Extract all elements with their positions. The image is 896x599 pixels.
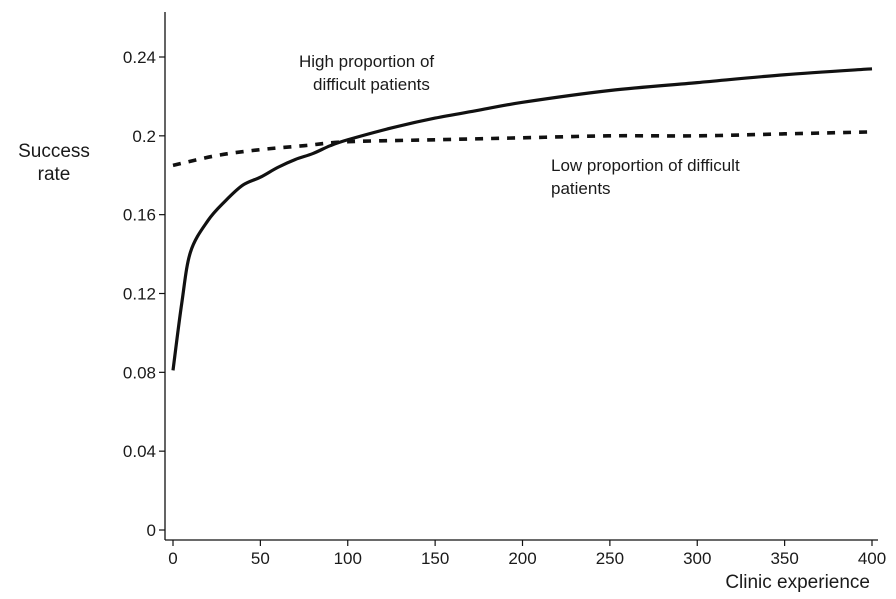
x-tick-label: 0 bbox=[168, 549, 177, 568]
x-tick-label: 100 bbox=[334, 549, 362, 568]
y-tick-label: 0 bbox=[147, 521, 156, 540]
annotations: High proportion of difficult patients Lo… bbox=[299, 52, 740, 198]
y-tick-label: 0.24 bbox=[123, 48, 156, 67]
x-tick-label: 400 bbox=[858, 549, 886, 568]
axes: 0 0.04 0.08 0.12 0.16 0.2 0.24 0 50 100 150 200 250 3… bbox=[123, 12, 886, 568]
y-tick-label: 0.04 bbox=[123, 442, 156, 461]
y-tick-label: 0.08 bbox=[123, 363, 156, 382]
axis-titles: Success rate Clinic experience bbox=[18, 141, 870, 593]
annotation-high-line-2: difficult patients bbox=[313, 75, 430, 94]
annotation-high-line-1: High proportion of bbox=[299, 52, 434, 71]
x-tick-label: 150 bbox=[421, 549, 449, 568]
series-line-dashed bbox=[172, 130, 873, 168]
annotation-low-line-2: patients bbox=[551, 179, 611, 198]
series-line-solid bbox=[171, 67, 873, 371]
series-layer bbox=[171, 67, 873, 371]
y-axis-title-line-1: Success bbox=[18, 141, 90, 162]
x-tick-label: 300 bbox=[683, 549, 711, 568]
x-tick-label: 350 bbox=[770, 549, 798, 568]
x-tick-label: 250 bbox=[596, 549, 624, 568]
y-tick-label: 0.2 bbox=[132, 127, 156, 146]
x-tick-label: 50 bbox=[251, 549, 270, 568]
x-axis-title: Clinic experience bbox=[725, 572, 870, 593]
y-tick-label: 0.16 bbox=[123, 206, 156, 225]
x-tick-label: 200 bbox=[508, 549, 536, 568]
y-tick-label: 0.12 bbox=[123, 285, 156, 304]
annotation-low-line-1: Low proportion of difficult bbox=[551, 156, 740, 175]
y-axis-title-line-2: rate bbox=[38, 164, 71, 185]
